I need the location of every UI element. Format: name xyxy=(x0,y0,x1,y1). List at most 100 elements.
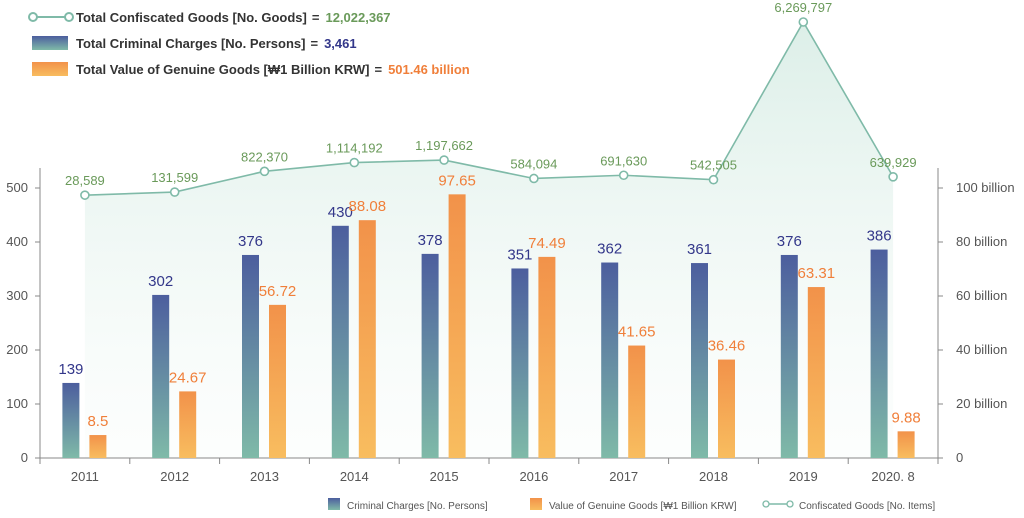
legend: Criminal Charges [No. Persons] Value of G… xyxy=(328,498,935,512)
bar-genuine-value xyxy=(897,431,915,458)
data-labels: 139 302 376 430 378 351 362 361 376 386 8.5 24.67 56… xyxy=(58,0,920,430)
x-tick-label: 2015 xyxy=(430,469,459,484)
summary-genuine: Total Value of Genuine Goods [₩1 Billion… xyxy=(32,56,470,82)
summary-genuine-value: 501.46 billion xyxy=(388,61,470,77)
bar-label-criminal-charges: 376 xyxy=(777,233,802,250)
bar-criminal-charges xyxy=(152,294,170,458)
legend-genuine-value-label: Value of Genuine Goods [₩1 Billion KRW] xyxy=(549,501,737,512)
summary-confiscated-value: 12,022,367 xyxy=(325,9,391,25)
y-left-tick-label: 200 xyxy=(6,342,28,357)
bar-genuine-value xyxy=(807,287,825,458)
point-label-confiscated: 639,929 xyxy=(870,155,917,170)
bar-label-criminal-charges: 376 xyxy=(238,233,263,250)
bar-label-genuine-value: 8.5 xyxy=(87,413,108,430)
confiscated-point xyxy=(529,173,539,184)
confiscated-line xyxy=(84,20,894,196)
point-label-confiscated: 822,370 xyxy=(241,149,288,164)
charges-key-icon xyxy=(32,36,68,50)
summary-box: Total Confiscated Goods [No. Goods] = 12… xyxy=(28,4,470,82)
summary-confiscated-eq: = xyxy=(311,9,320,25)
bar-criminal-charges xyxy=(691,263,708,458)
confiscated-point xyxy=(798,17,809,27)
y-left-tick-label: 400 xyxy=(6,234,28,249)
point-label-confiscated: 28,589 xyxy=(65,173,105,188)
summary-charges-label: Total Criminal Charges [No. Persons] xyxy=(76,35,306,51)
x-tick-label: 2018 xyxy=(699,469,728,484)
confiscated-point xyxy=(618,170,629,181)
bar-label-genuine-value: 9.88 xyxy=(891,409,920,426)
bar-criminal-charges xyxy=(601,262,619,458)
y-right-tick-label: 20 billion xyxy=(956,396,1007,411)
bar-label-criminal-charges: 139 xyxy=(58,361,83,378)
bar-label-genuine-value: 24.67 xyxy=(169,369,207,386)
confiscated-point xyxy=(259,166,270,177)
point-label-confiscated: 6,269,797 xyxy=(774,0,832,15)
legend-confiscated-marker-left xyxy=(762,500,770,508)
bar-label-criminal-charges: 386 xyxy=(867,228,892,245)
point-label-confiscated: 1,197,662 xyxy=(415,138,473,153)
bar-criminal-charges xyxy=(511,268,529,458)
summary-charges: Total Criminal Charges [No. Persons] = 3… xyxy=(32,30,470,56)
confiscated-point xyxy=(708,174,719,185)
confiscated-point xyxy=(80,190,90,200)
y-right-tick-label: 100 billion xyxy=(956,180,1015,195)
y-right-tick-label: 80 billion xyxy=(956,234,1007,249)
confiscated-key-icon xyxy=(28,10,68,24)
confiscated-area-fill xyxy=(84,22,894,458)
bar-genuine-value xyxy=(179,391,197,458)
confiscated-area xyxy=(84,22,894,458)
summary-confiscated: Total Confiscated Goods [No. Goods] = 12… xyxy=(28,4,470,30)
legend-confiscated-label: Confiscated Goods [No. Items] xyxy=(799,501,935,512)
y-left-tick-label: 500 xyxy=(6,180,28,195)
point-label-confiscated: 131,599 xyxy=(151,170,198,185)
y-left-tick-label: 100 xyxy=(6,396,28,411)
bar-label-genuine-value: 88.08 xyxy=(349,198,387,215)
bar-label-genuine-value: 36.46 xyxy=(708,338,746,355)
summary-genuine-label: Total Value of Genuine Goods [₩1 Billion… xyxy=(76,61,370,77)
bar-label-criminal-charges: 302 xyxy=(148,273,173,290)
bar-label-criminal-charges: 362 xyxy=(597,241,622,258)
bar-genuine-value xyxy=(89,435,107,458)
summary-genuine-eq: = xyxy=(374,61,383,77)
bar-genuine-value xyxy=(628,345,646,458)
legend-genuine-value-swatch xyxy=(530,498,542,510)
x-tick-label: 2013 xyxy=(250,469,279,484)
confiscated-line-group xyxy=(80,17,898,200)
confiscated-point xyxy=(349,157,360,168)
y-right-tick-label: 0 xyxy=(956,450,963,465)
point-label-confiscated: 1,114,192 xyxy=(326,141,383,156)
y-left-tick-label: 300 xyxy=(6,288,28,303)
summary-charges-value: 3,461 xyxy=(324,35,357,51)
x-tick-label: 2016 xyxy=(519,469,548,484)
bar-genuine-value xyxy=(269,304,286,458)
point-label-confiscated: 542,505 xyxy=(690,158,737,173)
bar-criminal-charges xyxy=(780,254,798,458)
bar-criminal-charges xyxy=(62,382,80,458)
bar-label-genuine-value: 97.65 xyxy=(438,172,476,189)
bars xyxy=(62,194,915,458)
x-tick-label: 2020. 8 xyxy=(871,469,914,484)
bar-genuine-value xyxy=(718,359,735,458)
bar-label-criminal-charges: 361 xyxy=(687,241,712,258)
summary-confiscated-label: Total Confiscated Goods [No. Goods] xyxy=(76,9,307,25)
legend-confiscated-marker-right xyxy=(786,500,794,508)
y-right-tick-label: 40 billion xyxy=(956,342,1007,357)
bar-genuine-value xyxy=(358,220,376,458)
confiscated-point xyxy=(439,155,449,165)
y-left-tick-label: 0 xyxy=(21,450,28,465)
bar-label-genuine-value: 41.65 xyxy=(618,324,656,341)
bar-label-criminal-charges: 430 xyxy=(328,204,353,221)
bar-criminal-charges xyxy=(870,249,888,458)
bar-label-criminal-charges: 351 xyxy=(507,246,532,263)
bar-genuine-value xyxy=(538,256,556,458)
confiscated-point xyxy=(169,187,180,197)
bar-label-genuine-value: 56.72 xyxy=(259,283,297,300)
bar-criminal-charges xyxy=(421,253,439,458)
bar-label-criminal-charges: 378 xyxy=(418,232,443,249)
genuine-key-icon xyxy=(32,62,68,76)
x-tick-label: 2019 xyxy=(789,469,818,484)
x-tick-label: 2017 xyxy=(609,469,638,484)
bar-label-genuine-value: 74.49 xyxy=(528,235,566,252)
legend-criminal-charges-swatch xyxy=(328,498,340,510)
